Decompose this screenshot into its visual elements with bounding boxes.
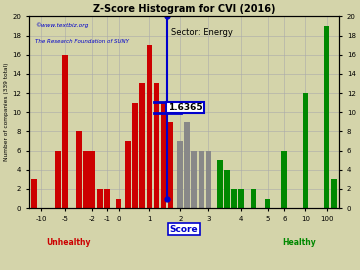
- Bar: [206, 151, 211, 208]
- Bar: [97, 189, 103, 208]
- Bar: [89, 151, 95, 208]
- Text: ©www.textbiz.org: ©www.textbiz.org: [35, 22, 88, 28]
- Bar: [198, 151, 204, 208]
- Bar: [147, 45, 152, 208]
- Text: Healthy: Healthy: [282, 238, 316, 247]
- Bar: [55, 151, 61, 208]
- Bar: [224, 170, 230, 208]
- Bar: [125, 141, 131, 208]
- Bar: [161, 103, 166, 208]
- Bar: [168, 122, 174, 208]
- Bar: [330, 179, 337, 208]
- Bar: [265, 198, 270, 208]
- Y-axis label: Number of companies (339 total): Number of companies (339 total): [4, 63, 9, 161]
- Bar: [62, 55, 68, 208]
- Bar: [231, 189, 237, 208]
- Title: Z-Score Histogram for CVI (2016): Z-Score Histogram for CVI (2016): [93, 4, 275, 14]
- Text: Unhealthy: Unhealthy: [47, 238, 91, 247]
- Bar: [217, 160, 223, 208]
- Bar: [302, 93, 309, 208]
- Bar: [139, 83, 145, 208]
- Bar: [153, 83, 159, 208]
- Bar: [251, 189, 256, 208]
- Bar: [76, 131, 82, 208]
- Bar: [104, 189, 110, 208]
- Bar: [192, 151, 197, 208]
- Text: Sector: Energy: Sector: Energy: [171, 28, 233, 37]
- Text: The Research Foundation of SUNY: The Research Foundation of SUNY: [35, 39, 129, 44]
- X-axis label: Score: Score: [170, 225, 198, 234]
- Bar: [31, 179, 37, 208]
- Bar: [177, 141, 183, 208]
- Bar: [238, 189, 244, 208]
- Bar: [83, 151, 89, 208]
- Bar: [116, 198, 121, 208]
- Bar: [282, 151, 287, 208]
- Bar: [132, 103, 138, 208]
- Text: 1.6365: 1.6365: [168, 103, 202, 112]
- Bar: [324, 26, 329, 208]
- Bar: [184, 122, 190, 208]
